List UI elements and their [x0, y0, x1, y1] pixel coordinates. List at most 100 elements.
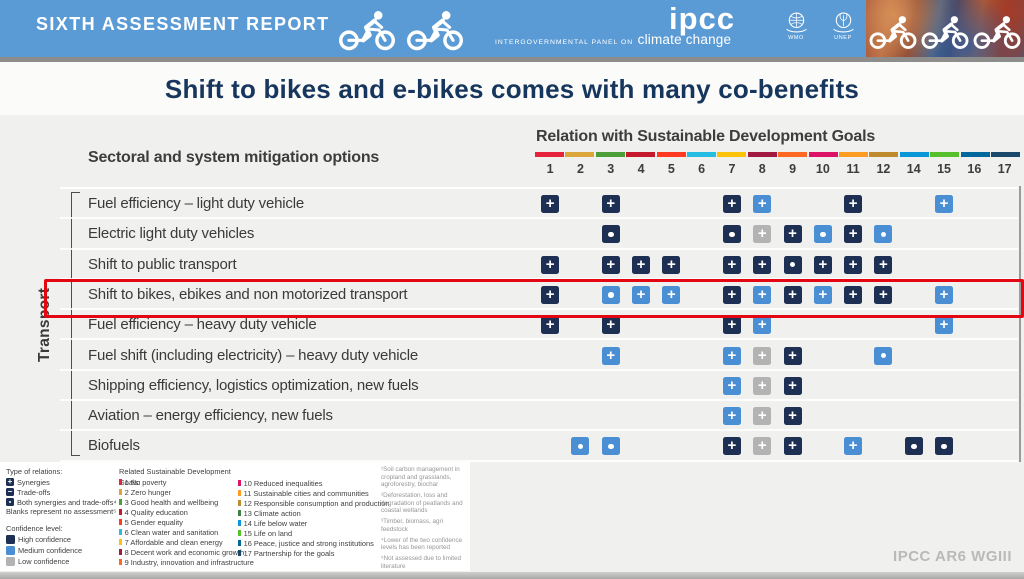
- cell-sdg7-plus-high-confidence: +: [722, 255, 741, 274]
- footnote: ¹Soil carbon management in cropland and …: [381, 466, 460, 489]
- dot-symbol: [880, 352, 887, 359]
- sdg-7-color-tick: [119, 538, 122, 546]
- legend-sdg-label: 14 Life below water: [243, 518, 308, 528]
- sdg-bar-segment-7: [717, 152, 747, 157]
- header-divider: [0, 57, 1024, 62]
- sdg-bar-segment-14: [899, 152, 929, 157]
- legend-confidence-label: High confidence: [18, 535, 72, 544]
- legend-sdg-label: 3 Good health and wellbeing: [124, 497, 219, 507]
- cell-sdg7-plus-high-confidence: +: [722, 316, 741, 335]
- cell-sdg3-plus-high-confidence: +: [601, 195, 620, 213]
- unep-logo: UNEP: [826, 9, 860, 41]
- row-separator: [60, 338, 1018, 341]
- row-separator: [60, 308, 1018, 311]
- sdg-6-color-tick: [119, 528, 122, 536]
- cell-sdg14-dot-high-confidence: [904, 437, 923, 456]
- sdg-column-number-16: 16: [967, 162, 982, 176]
- cell-sdg9-plus-high-confidence: +: [783, 225, 802, 244]
- cell-sdg1-plus-high-confidence: +: [541, 316, 560, 335]
- cell-sdg12-dot-medium-confidence: [874, 346, 893, 365]
- legend-type-item: + Synergies: [6, 477, 116, 487]
- cell-sdg11-plus-high-confidence: +: [844, 225, 863, 244]
- sdg-bar-segment-9: [778, 152, 808, 157]
- cell-sdg15-plus-medium-confidence: +: [935, 285, 954, 304]
- sdg-column-number-9: 9: [789, 162, 797, 176]
- medium-confidence-swatch: [6, 546, 15, 555]
- cell-sdg4-plus-medium-confidence: +: [632, 285, 651, 304]
- sdg-color-bar: [535, 152, 1020, 157]
- row-separator: [60, 368, 1018, 371]
- row-label: Shift to bikes, ebikes and non motorized…: [88, 285, 408, 303]
- legend-relations-column: Type of relations: + Synergies − Trade-offs…: [6, 466, 117, 567]
- legend-sdg-item: 11 Sustainable cities and communities: [238, 488, 378, 498]
- footnote: ⁵Not assessed due to limited literature: [381, 555, 461, 571]
- dot-symbol: [729, 231, 735, 238]
- legend-sdg-label: 4 Quality education: [124, 507, 188, 517]
- sdg-bar-segment-4: [626, 152, 656, 157]
- high-confidence-swatch: [6, 535, 15, 544]
- sdg-column-number-14: 14: [906, 162, 921, 176]
- cell-sdg7-plus-high-confidence: +: [722, 285, 741, 304]
- cell-sdg8-plus-low-confidence: +: [753, 376, 772, 395]
- legend-sdg-label: 1 No poverty: [124, 477, 167, 487]
- legend-sdg-item: 2 Zero hunger: [119, 487, 237, 497]
- sdg-column-number-11: 11: [846, 162, 860, 176]
- sdg-10-color-tick: [238, 479, 241, 487]
- legend-type-label: Both synergies and trade-offs⁴: [17, 497, 117, 507]
- matrix-row: Shift to public transport + + + + + + + + +: [0, 250, 1024, 280]
- dot-glyph: [8, 500, 12, 504]
- matrix-row: Fuel efficiency – heavy duty vehicle + + + +…: [0, 310, 1024, 341]
- cell-sdg9-plus-high-confidence: +: [783, 437, 802, 456]
- footnote: ²Deforestation, loss and degradation of …: [381, 492, 463, 515]
- minus-symbol-icon: −: [6, 487, 14, 496]
- sdg-column-number-1: 1: [546, 162, 554, 176]
- legend-sdg-item: 13 Climate action: [238, 508, 378, 518]
- legend-sdg-label: 12 Responsible consumption and productio…: [243, 498, 390, 508]
- sdg-relation-matrix: Fuel efficiency – light duty vehicle + + + +…: [0, 187, 1024, 462]
- row-separator: [60, 429, 1018, 432]
- cell-sdg3-dot-medium-confidence: [601, 285, 620, 304]
- cell-sdg11-plus-high-confidence: +: [844, 195, 863, 213]
- dot-symbol: [911, 443, 917, 450]
- cell-sdg8-plus-high-confidence: +: [753, 255, 772, 274]
- sdg-16-color-tick: [238, 539, 241, 547]
- cell-sdg12-plus-high-confidence: +: [874, 255, 893, 274]
- sdg-bar-segment-2: [565, 152, 595, 157]
- sdg-column-numbers: 1 2 3 4 5 6 7 8 9 10 11 12 14 15 16 17: [0, 162, 1024, 178]
- cell-sdg7-plus-medium-confidence: +: [722, 346, 741, 365]
- sdg-8-color-tick: [119, 548, 122, 556]
- sdg-17-color-tick: [238, 549, 241, 557]
- legend-type-label: Trade-offs: [17, 487, 51, 497]
- cell-sdg15-plus-medium-confidence: +: [935, 195, 954, 213]
- sdg-2-color-tick: [119, 488, 122, 496]
- cell-sdg8-plus-medium-confidence: +: [753, 195, 772, 213]
- cell-sdg7-plus-high-confidence: +: [722, 195, 741, 213]
- row-separator: [60, 277, 1018, 280]
- cell-sdg12-plus-high-confidence: +: [874, 285, 893, 304]
- cell-sdg9-dot-high-confidence: [783, 255, 802, 274]
- dot-symbol: [577, 443, 584, 450]
- bikes-row-highlight-box: [44, 279, 1024, 318]
- sdg-bar-segment-11: [839, 152, 868, 157]
- cyclist-icon: [919, 11, 971, 53]
- row-label: Shipping efficiency, logistics optimizat…: [88, 376, 419, 394]
- cell-sdg10-dot-medium-confidence: [813, 225, 832, 244]
- legend-sdg-item: 12 Responsible consumption and productio…: [238, 498, 389, 508]
- cell-sdg15-dot-high-confidence: [935, 437, 954, 456]
- legend-sdg-label: 9 Industry, innovation and infrastructur…: [124, 557, 254, 567]
- legend-sdg-label: 6 Clean water and sanitation: [124, 527, 219, 537]
- cell-sdg3-plus-high-confidence: +: [601, 255, 620, 274]
- sdg-bar-segment-1: [535, 152, 564, 157]
- dot-symbol: [941, 443, 947, 450]
- legend-confidence-header: Confidence level:: [6, 524, 63, 533]
- sdg-14-color-tick: [238, 519, 241, 527]
- dot-symbol: [789, 261, 796, 268]
- sdg-4-color-tick: [119, 508, 122, 516]
- sdg-11-color-tick: [238, 489, 241, 497]
- sdg-column-number-3: 3: [607, 162, 615, 176]
- cell-sdg8-plus-low-confidence: +: [753, 437, 772, 456]
- sdg-bar-segment-8: [747, 152, 777, 157]
- sdg-bar-segment-6: [687, 152, 716, 157]
- cell-sdg1-plus-high-confidence: +: [541, 285, 560, 304]
- cell-sdg10-plus-medium-confidence: +: [813, 285, 832, 304]
